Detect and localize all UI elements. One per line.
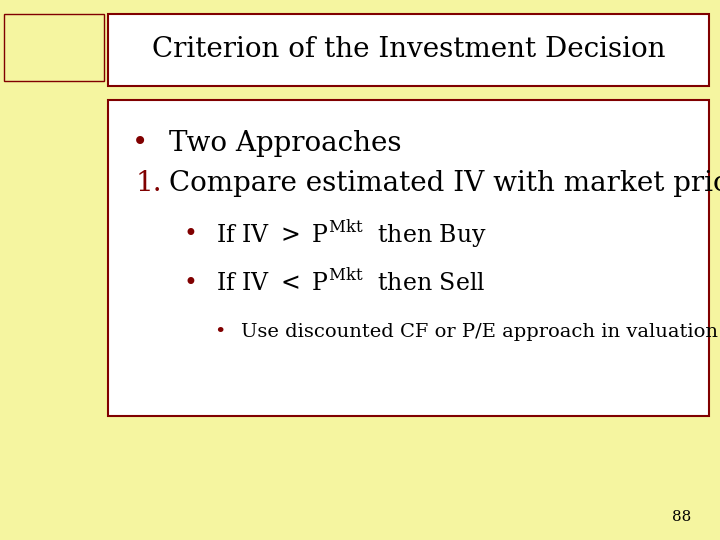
Text: •: • [214,323,225,341]
Text: 88: 88 [672,510,691,524]
Text: •: • [184,272,198,295]
Text: •: • [132,130,148,157]
Text: •: • [184,224,198,246]
Text: 1.: 1. [135,170,162,197]
Text: If IV $>$ P$^{\mathregular{Mkt}}$  then Buy: If IV $>$ P$^{\mathregular{Mkt}}$ then B… [216,219,487,251]
FancyBboxPatch shape [108,100,709,416]
Text: Compare estimated IV with market price: Compare estimated IV with market price [169,170,720,197]
Text: Two Approaches: Two Approaches [169,130,402,157]
Text: Use discounted CF or P/E approach in valuation: Use discounted CF or P/E approach in val… [241,323,719,341]
FancyBboxPatch shape [108,14,709,86]
FancyBboxPatch shape [4,14,104,81]
Text: If IV $<$ P$^{\mathregular{Mkt}}$  then Sell: If IV $<$ P$^{\mathregular{Mkt}}$ then S… [216,270,485,297]
Text: Criterion of the Investment Decision: Criterion of the Investment Decision [152,36,665,63]
